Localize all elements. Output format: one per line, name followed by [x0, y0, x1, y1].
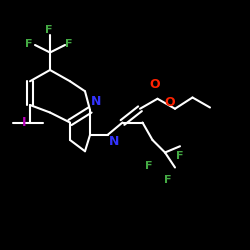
Text: F: F	[145, 161, 152, 171]
Text: N: N	[91, 95, 102, 108]
Text: O: O	[165, 96, 175, 109]
Text: F: F	[164, 175, 171, 185]
Text: N: N	[108, 135, 119, 148]
Text: I: I	[22, 116, 26, 129]
Text: F: F	[25, 39, 32, 49]
Text: F: F	[176, 151, 184, 161]
Text: F: F	[45, 25, 52, 35]
Text: O: O	[150, 78, 160, 92]
Text: F: F	[65, 39, 72, 49]
